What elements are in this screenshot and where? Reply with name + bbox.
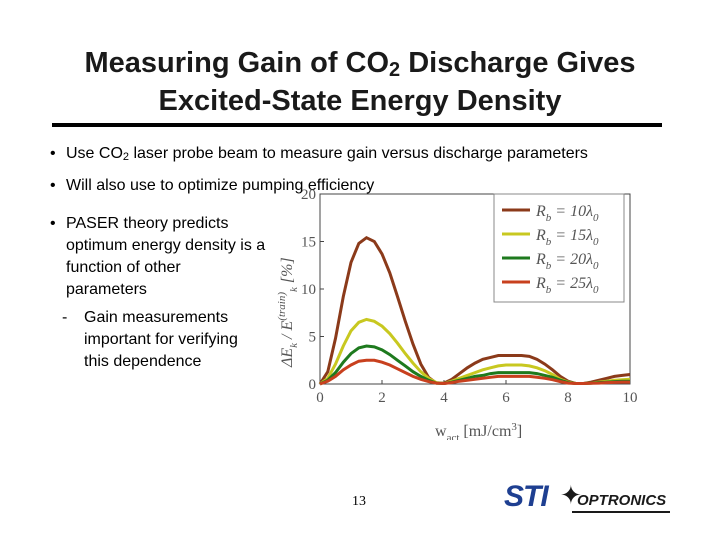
bullet-text: Will also use to optimize pumping effici… [66, 177, 375, 194]
title-line-1: Measuring Gain of CO2 Discharge Gives [84, 47, 636, 81]
x-axis-label: wact [mJ/cm3] [435, 421, 522, 440]
bullet-icon: • [50, 145, 56, 162]
y-tick-label: 5 [309, 330, 317, 346]
x-tick-label: 0 [316, 390, 324, 406]
legend-label: Rb = 20λ0 [535, 251, 599, 272]
bullet-icon: • [50, 215, 56, 232]
legend-label: Rb = 15λ0 [535, 227, 599, 248]
logo-underline [572, 511, 670, 513]
y-tick-label: 10 [301, 282, 316, 298]
gain-chart: 0 2 4 6 8 10 0 5 10 15 20 Rb = 10λ0 Rb = 15λ0 Rb = 20… [276, 187, 638, 440]
x-tick-label: 2 [378, 390, 386, 406]
logo-optronics-text: OPTRONICS [577, 492, 667, 509]
logo-sti-text: STI [504, 480, 549, 513]
dash-icon: - [62, 309, 68, 326]
page-number: 13 [352, 494, 366, 509]
legend-box [493, 193, 625, 303]
bullet-text: PASER theory predicts optimum energy den… [66, 215, 266, 298]
y-tick-label: 0 [309, 377, 317, 393]
x-tick-label: 10 [623, 390, 638, 406]
logo-star-icon: ✦ [560, 480, 582, 510]
y-tick-label: 20 [301, 187, 316, 203]
x-tick-label: 4 [440, 390, 448, 406]
series-line [319, 358, 630, 386]
sti-optronics-logo: STI ✦ OPTRONICS [500, 478, 675, 518]
title-line-2: Excited-State Energy Density [158, 85, 562, 117]
slide-title: Measuring Gain of CO2 Discharge Gives Ex… [20, 44, 700, 120]
bullet-icon: • [50, 177, 56, 194]
bullet-text: Use CO2 laser probe beam to measure gain… [66, 145, 588, 163]
y-tick-label: 15 [301, 235, 316, 251]
y-axis-label: ΔEk / E(train)k [%] [276, 257, 300, 368]
x-tick-label: 8 [564, 390, 572, 406]
sub-bullet-text: Gain measurements important for verifyin… [84, 309, 238, 370]
series-line [319, 317, 631, 386]
title-divider [52, 123, 662, 127]
x-tick-label: 6 [502, 390, 510, 406]
legend-label: Rb = 10λ0 [535, 203, 599, 224]
legend-label: Rb = 25λ0 [535, 275, 599, 296]
